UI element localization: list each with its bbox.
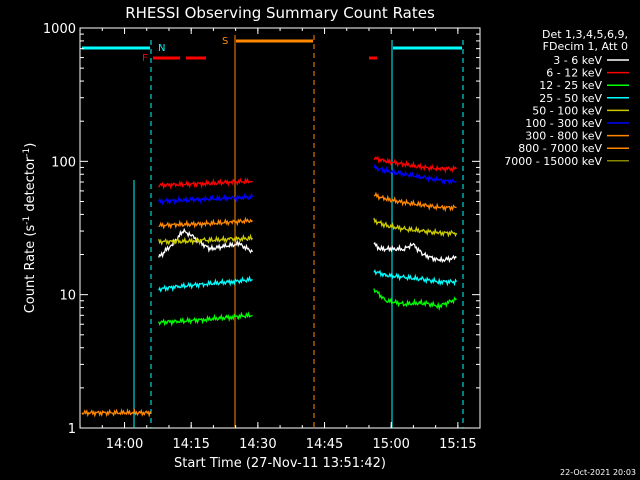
y-tick-label: 1 [68, 422, 76, 437]
series-line [373, 268, 458, 287]
legend-label: 25 - 50 keV [539, 92, 602, 105]
series-layer [81, 155, 458, 418]
series-50to100keV [158, 217, 458, 247]
y-tick-label: 100 [51, 155, 76, 170]
night-label: N [158, 43, 165, 54]
series-100to300keV [158, 163, 457, 206]
footer-timestamp: 22-Oct-2021 20:03 [560, 468, 636, 477]
state-bars [82, 39, 462, 60]
series-800to7000keV [81, 407, 152, 418]
series-line [373, 288, 457, 311]
chart-title: RHESSI Observing Summary Count Rates [125, 4, 435, 22]
series-line [373, 241, 457, 264]
series-line [158, 216, 253, 230]
x-axis-label: Start Time (27-Nov-11 13:51:42) [174, 456, 386, 471]
series-line [373, 163, 457, 186]
state-boundaries [133, 35, 464, 428]
saa-label: S [222, 36, 228, 47]
series-line [373, 217, 458, 238]
series-300to800keV [158, 191, 457, 230]
series-line [158, 233, 253, 247]
legend: Det 1,3,4,5,6,9,FDecim 1, Att 03 - 6 keV… [504, 28, 629, 168]
legend-label: 300 - 800 keV [525, 130, 602, 143]
axes-layer: 14:00 14:15 14:30 14:45 15:00 15:15 1 10 100 1000 [43, 22, 480, 452]
legend-label: 7000 - 15000 keV [504, 155, 602, 168]
x-tick-label: 14:30 [239, 437, 276, 452]
legend-label: 800 - 7000 keV [518, 142, 602, 155]
series-line [158, 192, 254, 206]
series-line [81, 407, 152, 418]
legend-label: 6 - 12 keV [546, 67, 602, 80]
x-tick-label: 14:15 [172, 437, 209, 452]
series-6to12keV [158, 155, 457, 190]
y-tick-label: 10 [59, 289, 76, 304]
legend-label: 12 - 25 keV [539, 79, 602, 92]
series-line [158, 275, 253, 293]
legend-header-line: FDecim 1, Att 0 [543, 40, 628, 53]
series-line [373, 191, 457, 213]
y-tick-label: 1000 [43, 22, 76, 37]
x-tick-label: 15:00 [372, 437, 409, 452]
flare-label: F [142, 53, 148, 64]
series-25to50keV [158, 268, 458, 293]
x-tick-label: 15:15 [439, 437, 476, 452]
legend-header-line: Det 1,3,4,5,6,9, [542, 28, 628, 41]
series-line [158, 311, 253, 327]
x-tick-label: 14:00 [106, 437, 143, 452]
x-tick-label: 14:45 [306, 437, 343, 452]
legend-label: 50 - 100 keV [532, 104, 602, 117]
legend-label: 3 - 6 keV [553, 54, 602, 67]
series-line [158, 177, 253, 190]
y-axis-label: Count Rate (s-1 detector-1) [22, 143, 38, 314]
series-line [373, 155, 457, 174]
legend-label: 100 - 300 keV [525, 117, 602, 130]
series-12to25keV [158, 288, 457, 327]
